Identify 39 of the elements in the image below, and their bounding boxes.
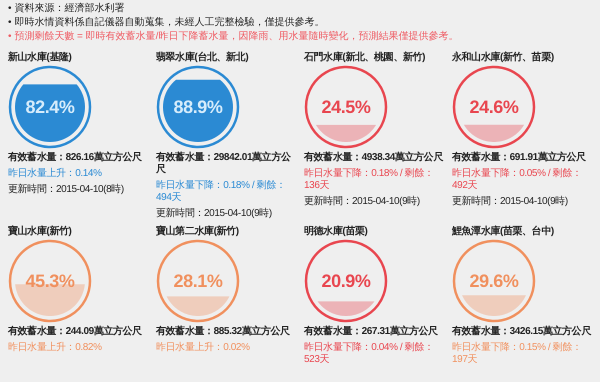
text: 有效蓄水量：29842.01萬立方公尺 <box>156 152 292 176</box>
text: 石門水庫(新北、桃園、新竹) <box>304 50 426 65</box>
text: 昨日水量上升：0.02% <box>156 342 251 354</box>
text: 更新時間：2015-04-10(9時) <box>156 208 273 220</box>
text: 昨日水量下降：0.18% / 剩餘：494天 <box>156 180 286 204</box>
data-label: 28.1% <box>173 271 223 291</box>
text: 寶山水庫(新竹) <box>8 224 72 239</box>
data-label: 88.9% <box>173 97 223 117</box>
data-label: 20.9% <box>321 271 371 291</box>
data-label: 24.5% <box>321 97 371 117</box>
text: • 資料來源：經濟部水利署 <box>8 2 126 16</box>
data-label: 45.3% <box>25 271 75 291</box>
text: 昨日水量下降：0.15% / 剩餘：197天 <box>452 342 582 366</box>
text: 有效蓄水量：826.16萬立方公尺 <box>8 152 143 164</box>
text: 更新時間：2015-04-10(8時) <box>8 184 125 196</box>
text: 更新時間：2015-04-10(9時) <box>304 196 421 208</box>
text: 昨日水量下降：0.05% / 剩餘：492天 <box>452 168 582 192</box>
text: 更新時間：2015-04-10(9時) <box>452 196 569 208</box>
text: 昨日水量下降：0.04% / 剩餘：523天 <box>304 342 434 366</box>
text: 有效蓄水量：244.09萬立方公尺 <box>8 326 143 338</box>
text: 有效蓄水量：267.31萬立方公尺 <box>304 326 439 338</box>
text: 昨日水量上升：0.82% <box>8 342 103 354</box>
text: 鯉魚潭水庫(苗栗、台中) <box>452 224 555 239</box>
text: 有效蓄水量：3426.15萬立方公尺 <box>452 326 592 338</box>
text: • 即時水情資料係自記儀器自動蒐集，未經人工完整檢驗，僅提供參考。 <box>8 16 326 30</box>
text: 有效蓄水量：4938.34萬立方公尺 <box>304 152 444 164</box>
text: 寶山第二水庫(新竹) <box>156 224 240 239</box>
text: 新山水庫(基隆) <box>8 50 72 65</box>
data-label: 82.4% <box>25 97 75 117</box>
text: 有效蓄水量：691.91萬立方公尺 <box>452 152 587 164</box>
text: 翡翠水庫(台北、新北) <box>156 50 250 65</box>
text: • 預測剩餘天數 = 即時有效蓄水量/昨日下降蓄水量，因降雨、用水量隨時變化，預測結果僅提供參考。 <box>8 30 460 44</box>
text: 昨日水量上升：0.14% <box>8 168 103 180</box>
text: 永和山水庫(新竹、苗栗) <box>452 50 555 65</box>
text: 昨日水量下降：0.18% / 剩餘：136天 <box>304 168 434 192</box>
data-label: 29.6% <box>469 271 519 291</box>
data-label: 24.6% <box>469 97 519 117</box>
text: 有效蓄水量：885.32萬立方公尺 <box>156 326 291 338</box>
text: 明德水庫(苗栗) <box>304 224 368 239</box>
